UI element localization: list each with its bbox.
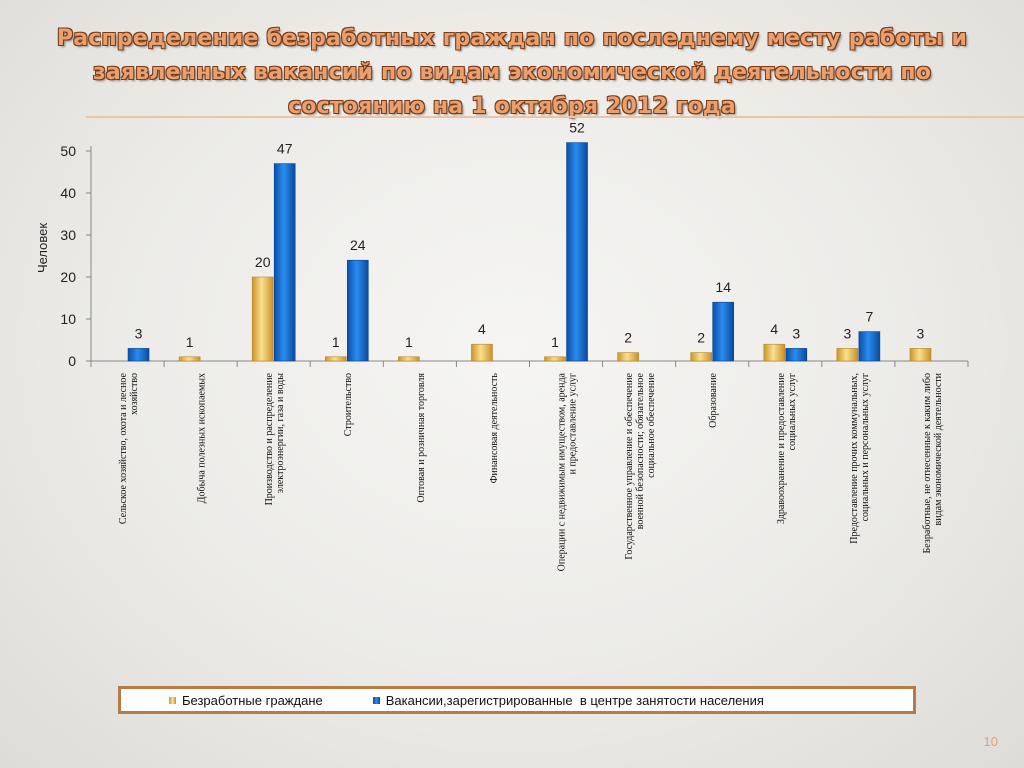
category-label-line: электроэнергии, газа и воды bbox=[275, 373, 286, 494]
bar-vacancies bbox=[566, 142, 588, 362]
data-label: 52 bbox=[569, 120, 585, 136]
data-label: 1 bbox=[551, 334, 559, 350]
legend-item-unemployed: Безработные граждане bbox=[169, 693, 323, 708]
data-label: 14 bbox=[715, 279, 731, 295]
data-label: 7 bbox=[865, 309, 873, 325]
legend-swatch-unemployed bbox=[169, 696, 176, 704]
y-axis-title: Человек bbox=[35, 223, 50, 273]
category-label-line: видам экономической деятельности bbox=[933, 372, 944, 525]
data-label: 47 bbox=[277, 141, 293, 157]
category-label: Сельское хозяйство, охота и лесное хозяйс… bbox=[118, 372, 140, 524]
category-label-line: Предоставление прочих коммунальных, bbox=[849, 373, 860, 544]
bar-vacancies bbox=[858, 331, 881, 362]
category-label: Предоставление прочих коммунальных, социа… bbox=[849, 373, 871, 544]
y-tick-label: 30 bbox=[60, 227, 76, 243]
category-label-line: социальных и персональных услуг bbox=[860, 373, 871, 521]
y-tick-label: 0 bbox=[68, 353, 76, 369]
category-label: Оптовая и розничная торговля bbox=[416, 373, 427, 503]
category-label-line: хозяйство bbox=[129, 373, 140, 415]
category-label: Производство и распределение электроэнерг… bbox=[264, 372, 286, 505]
data-label: 3 bbox=[843, 325, 851, 341]
category-label-line: и предоставление услуг bbox=[568, 373, 579, 474]
category-label-line: Строительство bbox=[343, 373, 354, 436]
category-label-line: Оптовая и розничная торговля bbox=[416, 373, 427, 503]
data-label: 2 bbox=[697, 330, 705, 346]
data-label: 1 bbox=[332, 334, 340, 350]
bar-unemployed bbox=[178, 356, 201, 362]
category-label: Образование bbox=[708, 372, 719, 427]
category-label: Операции с недвижимым имуществом, аренда… bbox=[557, 372, 579, 571]
data-label: 3 bbox=[917, 325, 925, 341]
category-label-line: социальных услуг bbox=[787, 373, 798, 450]
data-label: 3 bbox=[135, 325, 143, 341]
category-label: Добыча полезных ископаемых bbox=[197, 373, 208, 503]
page-number: 10 bbox=[983, 734, 998, 749]
category-label-line: военной безопасности; обязательное bbox=[635, 372, 646, 529]
bar-vacancies bbox=[273, 163, 296, 362]
category-label-line: Добыча полезных ископаемых bbox=[197, 373, 208, 503]
bar-vacancies bbox=[127, 348, 150, 362]
category-label-line: Образование bbox=[708, 372, 719, 427]
chart-legend: Безработные граждане Вакансии,зарегистри… bbox=[118, 686, 916, 714]
bar-unemployed bbox=[398, 356, 420, 362]
bar-unemployed bbox=[324, 356, 347, 362]
category-label: Строительство bbox=[343, 373, 354, 436]
y-tick-label: 50 bbox=[60, 143, 76, 159]
category-label-line: социальное обеспечение bbox=[646, 372, 657, 477]
category-label-line: Операции с недвижимым имуществом, аренда bbox=[557, 372, 568, 571]
legend-label-unemployed: Безработные граждане bbox=[182, 692, 323, 708]
category-label-line: Безработные, не отнесенные к каким либо bbox=[922, 373, 933, 553]
bar-unemployed bbox=[690, 352, 713, 362]
bar-unemployed bbox=[251, 276, 274, 362]
y-tick-label: 20 bbox=[60, 269, 76, 285]
data-label: 1 bbox=[405, 334, 413, 350]
bar-unemployed bbox=[617, 352, 639, 362]
category-label: Государственное управление и обеспечение… bbox=[624, 372, 657, 559]
category-label: Здравоохранение и предоставление социальн… bbox=[776, 372, 798, 523]
data-label: 3 bbox=[792, 325, 800, 341]
y-tick-label: 10 bbox=[60, 311, 76, 327]
bar-unemployed bbox=[471, 343, 493, 362]
bar-unemployed bbox=[836, 348, 859, 362]
bar-unemployed bbox=[909, 348, 932, 362]
category-label-line: Производство и распределение bbox=[264, 372, 275, 505]
category-label-line: Сельское хозяйство, охота и лесное bbox=[118, 372, 129, 524]
y-tick-label: 40 bbox=[60, 185, 76, 201]
bar-vacancies bbox=[785, 348, 808, 362]
legend-swatch-vacancies bbox=[372, 696, 380, 704]
data-label: 4 bbox=[770, 321, 778, 337]
bar-vacancies bbox=[346, 259, 369, 362]
data-label: 20 bbox=[255, 254, 271, 270]
legend-label-vacancies: Вакансии,зарегистрированные в центре зан… bbox=[385, 692, 764, 708]
bar-unemployed bbox=[544, 356, 566, 362]
category-label-line: Финансовая деятельность bbox=[489, 373, 500, 484]
data-label: 2 bbox=[624, 330, 632, 346]
category-label-line: Здравоохранение и предоставление bbox=[776, 372, 787, 523]
title-divider bbox=[86, 116, 1024, 118]
category-label-line: Государственное управление и обеспечение bbox=[624, 372, 635, 559]
category-label: Безработные, не отнесенные к каким либо в… bbox=[922, 372, 944, 553]
category-label: Финансовая деятельность bbox=[489, 373, 500, 484]
slide-title: Распределение безработных граждан по пос… bbox=[56, 26, 968, 119]
data-label: 24 bbox=[350, 237, 366, 253]
bar-unemployed bbox=[763, 343, 786, 362]
bar-vacancies bbox=[712, 301, 735, 362]
data-label: 4 bbox=[478, 321, 486, 337]
data-label: 1 bbox=[186, 334, 194, 350]
legend-item-vacancies: Вакансии,зарегистрированные в центре зан… bbox=[372, 692, 764, 708]
